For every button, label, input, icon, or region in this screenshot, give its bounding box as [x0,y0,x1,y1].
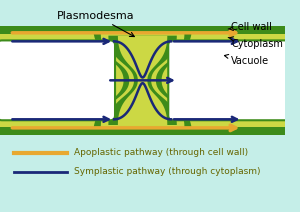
Text: Symplastic pathway (through cytoplasm): Symplastic pathway (through cytoplasm) [74,167,261,176]
FancyBboxPatch shape [168,40,290,120]
Text: Vacuole: Vacuole [224,54,269,66]
FancyBboxPatch shape [0,40,115,120]
Text: Apoplastic pathway (through cell wall): Apoplastic pathway (through cell wall) [74,148,248,157]
Polygon shape [101,34,184,127]
Text: Cell wall: Cell wall [228,22,272,32]
Bar [0,26,285,135]
Polygon shape [118,36,167,125]
Text: Plasmodesma: Plasmodesma [57,11,135,37]
Polygon shape [93,26,192,135]
Polygon shape [108,36,177,125]
Bar [0,34,285,127]
Text: Cytoplasm: Cytoplasm [228,37,283,49]
